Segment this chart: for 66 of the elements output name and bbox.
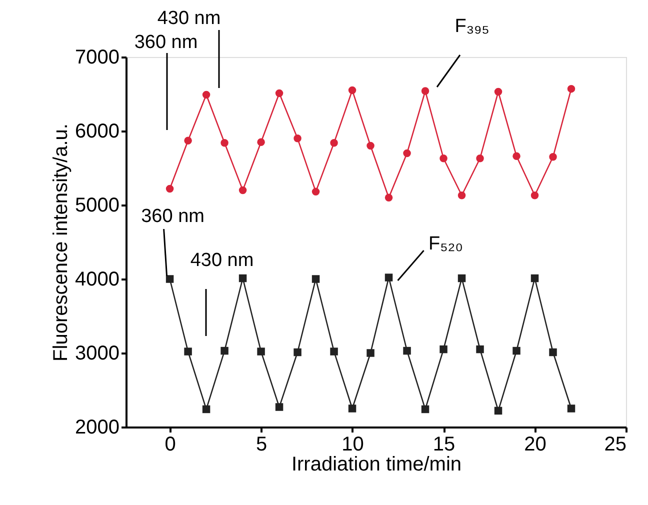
annotation: 360 nm: [141, 206, 204, 227]
point: [220, 138, 228, 147]
text: F₃₉₅: [454, 16, 490, 37]
point: [257, 138, 265, 146]
point: [348, 86, 356, 94]
x-tick-label: 20: [524, 434, 546, 456]
point: [312, 188, 320, 196]
annotation: F₅₂₀: [428, 234, 464, 255]
y-tick-label: 2000: [75, 416, 120, 438]
x-tick-label: 25: [604, 434, 626, 456]
point: [476, 345, 484, 354]
y-tick-label: 6000: [75, 120, 120, 142]
point: [530, 192, 539, 200]
point: [440, 345, 448, 354]
point: [549, 348, 557, 356]
point: [275, 403, 284, 411]
point: [384, 274, 393, 282]
y-tick-label: 5000: [75, 194, 120, 216]
point: [403, 346, 411, 355]
point: [184, 136, 192, 144]
point: [294, 348, 302, 356]
point: [567, 84, 576, 93]
point: [275, 89, 284, 98]
point: [549, 153, 557, 161]
point: [220, 346, 228, 355]
point: [257, 348, 265, 356]
point: [530, 274, 539, 282]
point: [348, 404, 356, 412]
point: [312, 275, 320, 283]
point: [421, 87, 430, 95]
annotation: 430 nm: [190, 250, 254, 271]
point: [567, 404, 576, 412]
point: [202, 90, 210, 99]
text: 360 nm: [134, 32, 198, 53]
point: [458, 274, 466, 282]
x-tick-label: 5: [256, 434, 268, 456]
y-tick-label: 7000: [75, 46, 120, 68]
point: [494, 88, 502, 96]
point: [366, 349, 374, 357]
point: [294, 134, 302, 142]
point: [166, 184, 174, 193]
y-tick-label: 3000: [75, 342, 120, 364]
point: [366, 142, 374, 150]
x-axis-title: Irradiation time/min: [291, 454, 462, 476]
point: [476, 154, 484, 162]
point: [330, 348, 338, 356]
y-tick-label: 4000: [75, 268, 120, 290]
point: [202, 405, 210, 414]
point: [330, 138, 338, 147]
point: [440, 154, 448, 162]
x-tick-label: 15: [432, 434, 456, 456]
point: [512, 346, 520, 355]
x-tick-label: 10: [342, 434, 364, 456]
point: [458, 192, 466, 200]
point: [494, 406, 502, 415]
point: [512, 152, 520, 160]
point: [403, 149, 411, 158]
text: 430 nm: [157, 8, 221, 29]
point: [166, 275, 174, 283]
point: [238, 274, 247, 282]
point: [421, 405, 430, 414]
point: [238, 186, 247, 194]
point: [384, 194, 393, 202]
point: [184, 348, 192, 356]
x-tick-label: 0: [164, 434, 176, 456]
y-axis-title: Fluorescence intensity/a.u.: [50, 124, 72, 362]
